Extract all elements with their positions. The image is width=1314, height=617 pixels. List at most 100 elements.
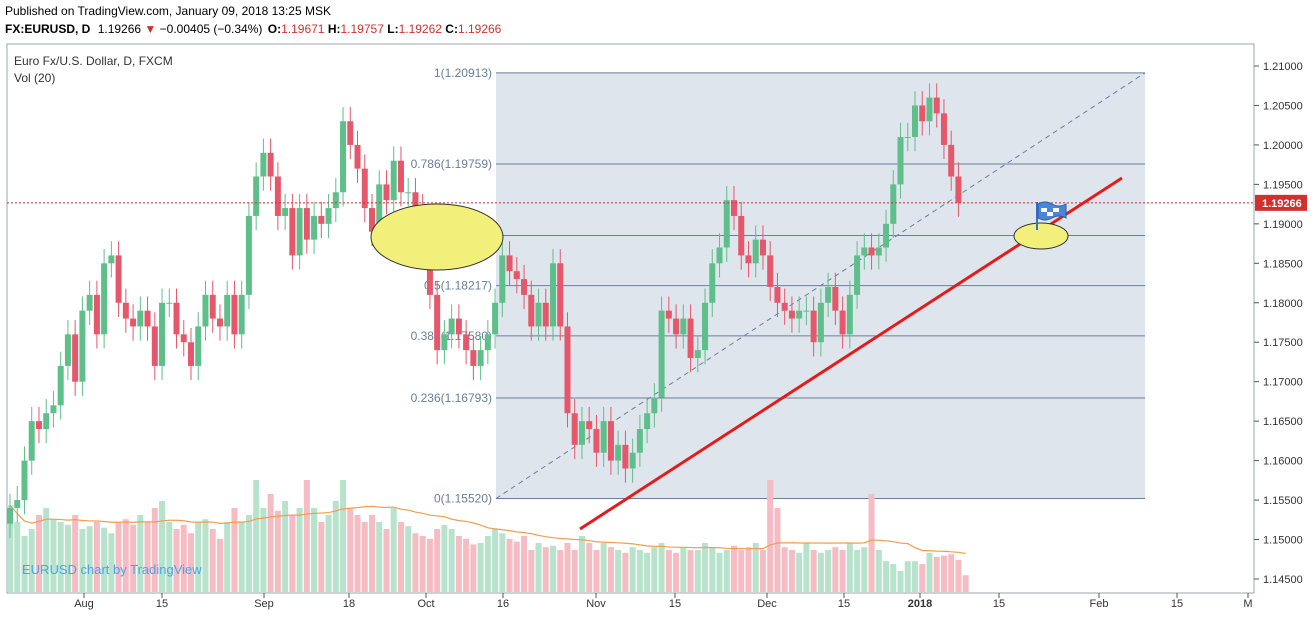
volume-bar — [347, 508, 354, 592]
candle-body — [282, 208, 289, 216]
candle-body — [195, 326, 202, 366]
volume-bar — [586, 543, 593, 592]
candle-body — [72, 334, 79, 382]
candle-body — [854, 255, 861, 295]
volume-bar — [14, 522, 21, 592]
volume-bar — [188, 533, 194, 592]
volume-bar — [289, 515, 296, 592]
volume-bar — [962, 575, 969, 592]
candle-body — [600, 421, 607, 453]
candle-body — [723, 200, 730, 248]
volume-bar — [455, 536, 462, 592]
price-change: −0.00405 (−0.34%) — [159, 22, 263, 36]
candle-body — [875, 247, 882, 256]
volume-bar — [86, 526, 93, 592]
candle-body — [846, 294, 853, 335]
candle-body — [774, 286, 781, 303]
open-label: O: — [267, 22, 282, 36]
volume-bar — [274, 510, 281, 592]
candle-body — [159, 302, 166, 366]
candle-body — [245, 215, 252, 295]
volume-bar — [513, 541, 520, 592]
volume-bar — [253, 480, 260, 592]
volume-bar — [43, 508, 50, 592]
candle-body — [361, 168, 368, 209]
volume-bar — [318, 522, 325, 592]
volume-bar — [383, 529, 390, 592]
candle-body — [890, 184, 897, 224]
volume-bar — [7, 505, 13, 592]
volume-bar — [340, 480, 347, 592]
candle-body — [694, 350, 701, 359]
candle-body — [332, 192, 339, 209]
candle-body — [622, 444, 629, 469]
candle-body — [912, 105, 918, 138]
candle-body — [926, 97, 933, 122]
volume-bar — [166, 522, 173, 592]
candle-body — [354, 144, 361, 169]
highlight-ellipse[interactable] — [370, 203, 504, 271]
low-value: 1.19262 — [398, 22, 442, 36]
candle-body — [390, 160, 397, 201]
volume-bar — [376, 522, 383, 592]
highlight-ellipse-small[interactable] — [1013, 222, 1069, 250]
y-tick-label: 1.21000 — [1263, 61, 1303, 73]
volume-bar — [72, 515, 79, 592]
low-label: L: — [387, 22, 399, 36]
volume-bar — [904, 561, 911, 592]
volume-bar — [846, 543, 853, 592]
legend-title: Euro Fx/U.S. Dollar, D, FXCM — [14, 54, 173, 68]
volume-bar — [412, 533, 419, 592]
chart-header: Published on TradingView.com, January 09… — [0, 0, 1314, 44]
x-tick-label: 15 — [838, 598, 850, 610]
candle-body — [897, 137, 904, 185]
volume-bar — [434, 529, 441, 592]
volume-bar — [716, 552, 723, 592]
x-tick-label: Sep — [254, 598, 274, 610]
candle-body — [137, 310, 144, 327]
volume-bar — [311, 508, 318, 592]
volume-bar — [202, 519, 209, 592]
volume-bar — [810, 550, 817, 592]
candle-body — [216, 318, 223, 327]
volume-bar — [28, 529, 35, 592]
open-value: 1.19671 — [281, 22, 325, 36]
candle-body — [499, 255, 506, 303]
candle-body — [629, 452, 636, 469]
x-tick-label: Nov — [586, 598, 606, 610]
volume-bar — [622, 552, 629, 592]
volume-bar — [57, 522, 64, 592]
volume-bar — [238, 522, 245, 592]
candle-body — [93, 294, 100, 335]
volume-bar — [463, 538, 470, 592]
volume-bar — [926, 552, 933, 592]
volume-bar — [477, 543, 484, 592]
last-price-badge — [1255, 194, 1307, 211]
volume-bar — [629, 547, 636, 592]
volume-bar — [245, 515, 252, 592]
volume-bar — [180, 524, 187, 592]
fib-level-label: 0(1.15520) — [434, 491, 492, 505]
candle-body — [325, 208, 332, 224]
volume-bar — [195, 522, 202, 592]
candle-body — [166, 302, 173, 304]
y-tick-label: 1.15500 — [1263, 495, 1303, 507]
candle-body — [347, 121, 354, 145]
volume-bar — [788, 550, 795, 592]
candle-body — [709, 263, 716, 303]
candle-body — [535, 302, 542, 327]
candle-body — [513, 271, 520, 280]
candle-body — [810, 310, 817, 343]
volume-bar — [419, 536, 426, 592]
candle-body — [752, 239, 759, 264]
y-tick-label: 1.16500 — [1263, 416, 1303, 428]
candle-body — [267, 152, 274, 177]
watermark[interactable]: EURUSD chart by TradingView — [22, 562, 202, 577]
volume-bar — [209, 529, 216, 592]
candle-body — [50, 405, 57, 414]
candle-body — [615, 444, 622, 461]
x-tick-label: 18 — [343, 598, 355, 610]
volume-bar — [796, 552, 803, 592]
flag-icon[interactable] — [1036, 201, 1067, 230]
